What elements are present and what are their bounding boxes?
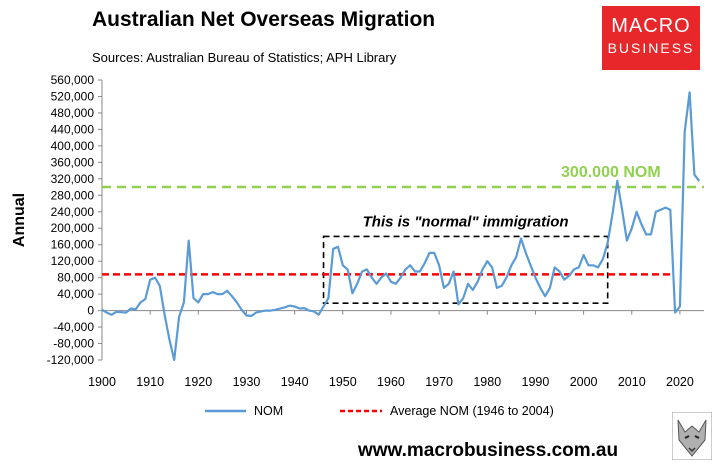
- y-tick-label: 320,000: [51, 172, 95, 186]
- website-url[interactable]: www.macrobusiness.com.au: [358, 440, 619, 461]
- macrobusiness-logo: MACRO BUSINESS: [602, 6, 700, 70]
- target-line-label: 300.000 NOM: [561, 164, 661, 181]
- wolf-logo-icon: [672, 412, 712, 460]
- x-tick-label: 1990: [522, 375, 550, 389]
- y-tick-label: 560,000: [51, 73, 95, 87]
- nom-series-line: [101, 91, 701, 362]
- chart-title: Australian Net Overseas Migration: [92, 8, 436, 31]
- y-axis-title: Annual: [11, 193, 28, 247]
- chart-subtitle: Sources: Australian Bureau of Statistics…: [92, 50, 397, 65]
- x-tick-label: 1920: [184, 375, 212, 389]
- x-tick-label: 2010: [618, 375, 646, 389]
- y-tick-label: 0: [87, 304, 94, 318]
- y-tick-label: 40,000: [57, 287, 94, 301]
- y-tick-label: 440,000: [51, 122, 95, 136]
- y-tick-label: 120,000: [51, 254, 95, 268]
- y-tick-label: 240,000: [51, 205, 95, 219]
- y-tick-label: 160,000: [51, 238, 95, 252]
- y-tick-label: -40,000: [53, 320, 94, 334]
- x-tick-label: 1980: [473, 375, 501, 389]
- legend-label-nom: NOM: [254, 404, 283, 418]
- y-tick-label: 80,000: [57, 271, 94, 285]
- x-tick-label: 2000: [570, 375, 598, 389]
- x-tick-label: 1910: [136, 375, 164, 389]
- y-tick-label: -120,000: [47, 353, 95, 367]
- y-tick-label: 360,000: [51, 155, 95, 169]
- x-tick-label: 1900: [88, 375, 116, 389]
- x-tick-label: 2020: [666, 375, 694, 389]
- x-tick-label: 1930: [233, 375, 261, 389]
- chart-legend: NOM Average NOM (1946 to 2004): [205, 404, 554, 418]
- x-tick-label: 1940: [281, 375, 309, 389]
- y-tick-label: -80,000: [53, 337, 94, 351]
- y-tick-label: 200,000: [51, 221, 95, 235]
- x-tick-label: 1950: [329, 375, 357, 389]
- logo-line-2: BUSINESS: [607, 40, 695, 56]
- chart-marks: This is "normal" immigration 300.000 NOM: [101, 91, 704, 362]
- logo-line-1: MACRO: [611, 15, 691, 37]
- y-tick-label: 480,000: [51, 106, 95, 120]
- y-tick-label: 400,000: [51, 139, 95, 153]
- y-tick-label: 280,000: [51, 188, 95, 202]
- x-tick-label: 1970: [425, 375, 453, 389]
- annotation-box: [322, 235, 609, 304]
- annotation-text: This is "normal" immigration: [363, 213, 569, 230]
- chart-axes: -120,000 -80,000 -40,000 0 40,000 80,000 120,0…: [11, 73, 704, 389]
- y-tick-label: 520,000: [51, 89, 95, 103]
- x-tick-label: 1960: [377, 375, 405, 389]
- legend-label-average: Average NOM (1946 to 2004): [390, 404, 554, 418]
